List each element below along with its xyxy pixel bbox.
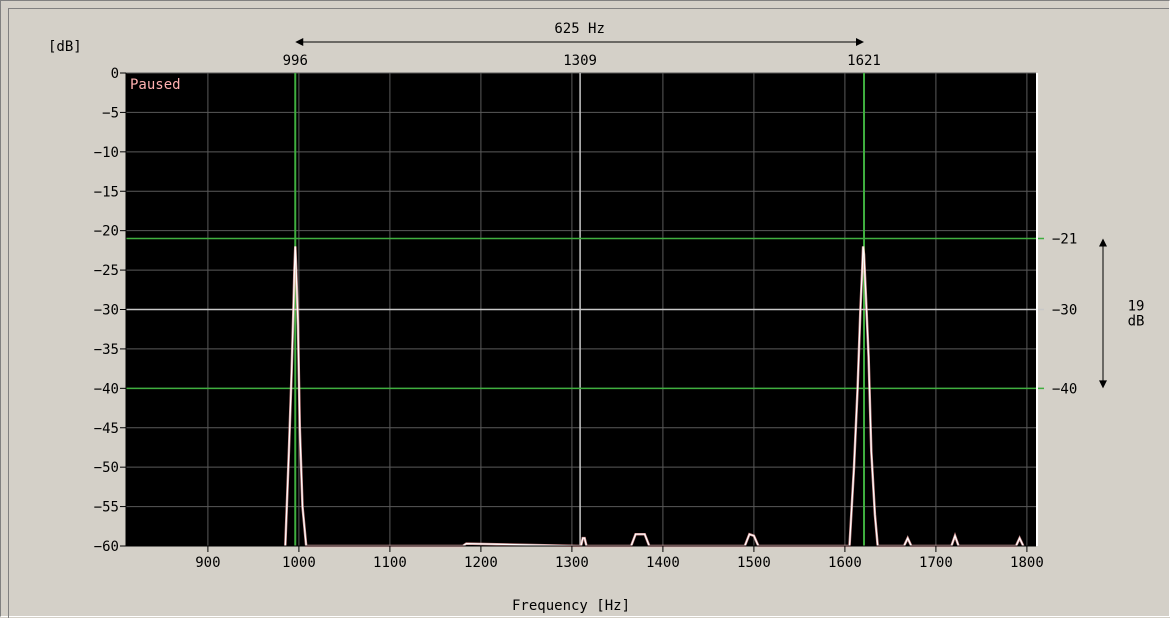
frequency-span-label: 625 Hz — [554, 21, 605, 37]
y-tick-label: −35 — [94, 342, 119, 358]
y-tick-label: −5 — [102, 105, 119, 121]
x-tick-label: 1100 — [373, 555, 407, 571]
arrow-right-head — [856, 38, 865, 46]
x-tick-label: 1000 — [282, 555, 316, 571]
x-tick-label: 1500 — [737, 555, 771, 571]
arrow-left-head — [295, 38, 304, 46]
arrow-up-head — [1099, 238, 1107, 247]
x-tick-label: 1400 — [646, 555, 680, 571]
status-text: Paused — [130, 77, 181, 93]
level-label: −21 — [1052, 232, 1077, 248]
y-tick-label: −25 — [94, 263, 119, 279]
x-tick-label: 1700 — [919, 555, 953, 571]
x-tick-label: 1800 — [1010, 555, 1044, 571]
level-span-unit: dB — [1128, 313, 1145, 329]
y-tick-label: 0 — [111, 66, 119, 82]
marker-2-label: 1621 — [847, 53, 881, 69]
y-tick-label: −20 — [94, 224, 119, 240]
center-frequency-label: 1309 — [563, 53, 597, 69]
level-span-value: 19 — [1128, 298, 1145, 314]
level-label: −40 — [1052, 381, 1077, 397]
level-label: −30 — [1052, 303, 1077, 319]
marker-1-label: 996 — [283, 53, 308, 69]
panel-frame — [8, 8, 1169, 618]
y-tick-label: −40 — [94, 381, 119, 397]
arrow-down-head — [1099, 380, 1107, 389]
series-group — [284, 246, 1025, 548]
y-tick-label: −60 — [94, 539, 119, 555]
x-tick-label: 1600 — [828, 555, 862, 571]
x-tick-label: 900 — [195, 555, 220, 571]
y-tick-label: −15 — [94, 184, 119, 200]
y-tick-label: −10 — [94, 145, 119, 161]
x-tick-label: 1300 — [555, 555, 589, 571]
y-tick-label: −30 — [94, 303, 119, 319]
y-tick-label: −45 — [94, 421, 119, 437]
y-axis-label: [dB] — [48, 39, 82, 55]
y-tick-label: −55 — [94, 500, 119, 516]
y-tick-label: −50 — [94, 460, 119, 476]
x-axis-label: Frequency [Hz] — [512, 598, 630, 614]
axes: 0 −5 −10 −15 −20 −25 −30 −35 −40 −45 −50 −55 −60 900 1… — [94, 66, 1044, 571]
markers — [126, 73, 1044, 546]
series-line — [284, 246, 1024, 547]
x-tick-label: 1200 — [464, 555, 498, 571]
